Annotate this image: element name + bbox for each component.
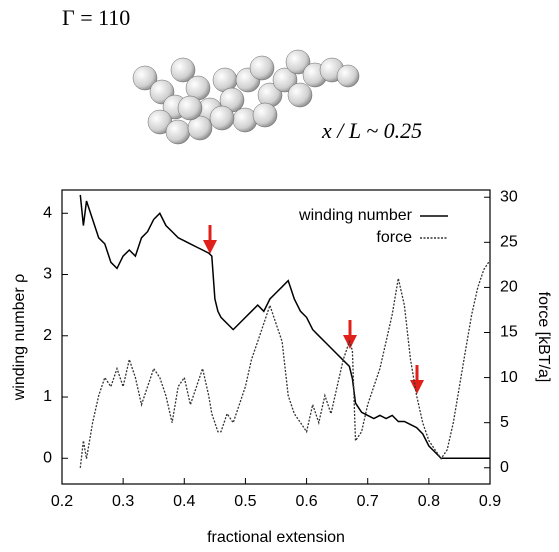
- plot-frame: [61, 189, 491, 485]
- y2-tick-label: 25: [500, 234, 518, 251]
- x-tick-label: 0.9: [479, 493, 501, 510]
- y-tick-label: 1: [43, 388, 52, 405]
- y-tick-label: 2: [43, 327, 52, 344]
- polymer-image: [132, 49, 360, 145]
- extension-label: x / L ~ 0.25: [321, 118, 422, 143]
- x-tick-label: 0.2: [51, 493, 73, 510]
- y2-axis-label: force [kBT/a]: [535, 292, 552, 383]
- x-tick-label: 0.3: [112, 493, 134, 510]
- y-axis-label: winding number ρ: [11, 274, 28, 402]
- x-tick-label: 0.4: [173, 493, 195, 510]
- y-tick-label: 4: [43, 204, 52, 221]
- y2-tick-label: 0: [500, 459, 509, 476]
- y-tick-label: 3: [43, 266, 52, 283]
- x-tick-label: 0.5: [234, 493, 256, 510]
- legend-label: force: [376, 229, 412, 246]
- x-tick-label: 0.6: [295, 493, 317, 510]
- x-tick-label: 0.8: [418, 493, 440, 510]
- x-axis-label: fractional extension: [207, 529, 345, 546]
- series-line: [79, 259, 491, 468]
- series-line: [79, 194, 490, 460]
- x-tick-label: 0.7: [357, 493, 379, 510]
- y2-tick-label: 30: [500, 188, 518, 205]
- legend-label: winding number: [298, 207, 413, 224]
- y2-tick-label: 20: [500, 279, 518, 296]
- arrows: [203, 225, 424, 394]
- y2-tick-label: 10: [500, 369, 518, 386]
- y2-tick-label: 5: [500, 414, 509, 431]
- y-tick-label: 0: [43, 449, 52, 466]
- gamma-label: Γ = 110: [62, 5, 130, 30]
- y2-tick-label: 15: [500, 324, 518, 341]
